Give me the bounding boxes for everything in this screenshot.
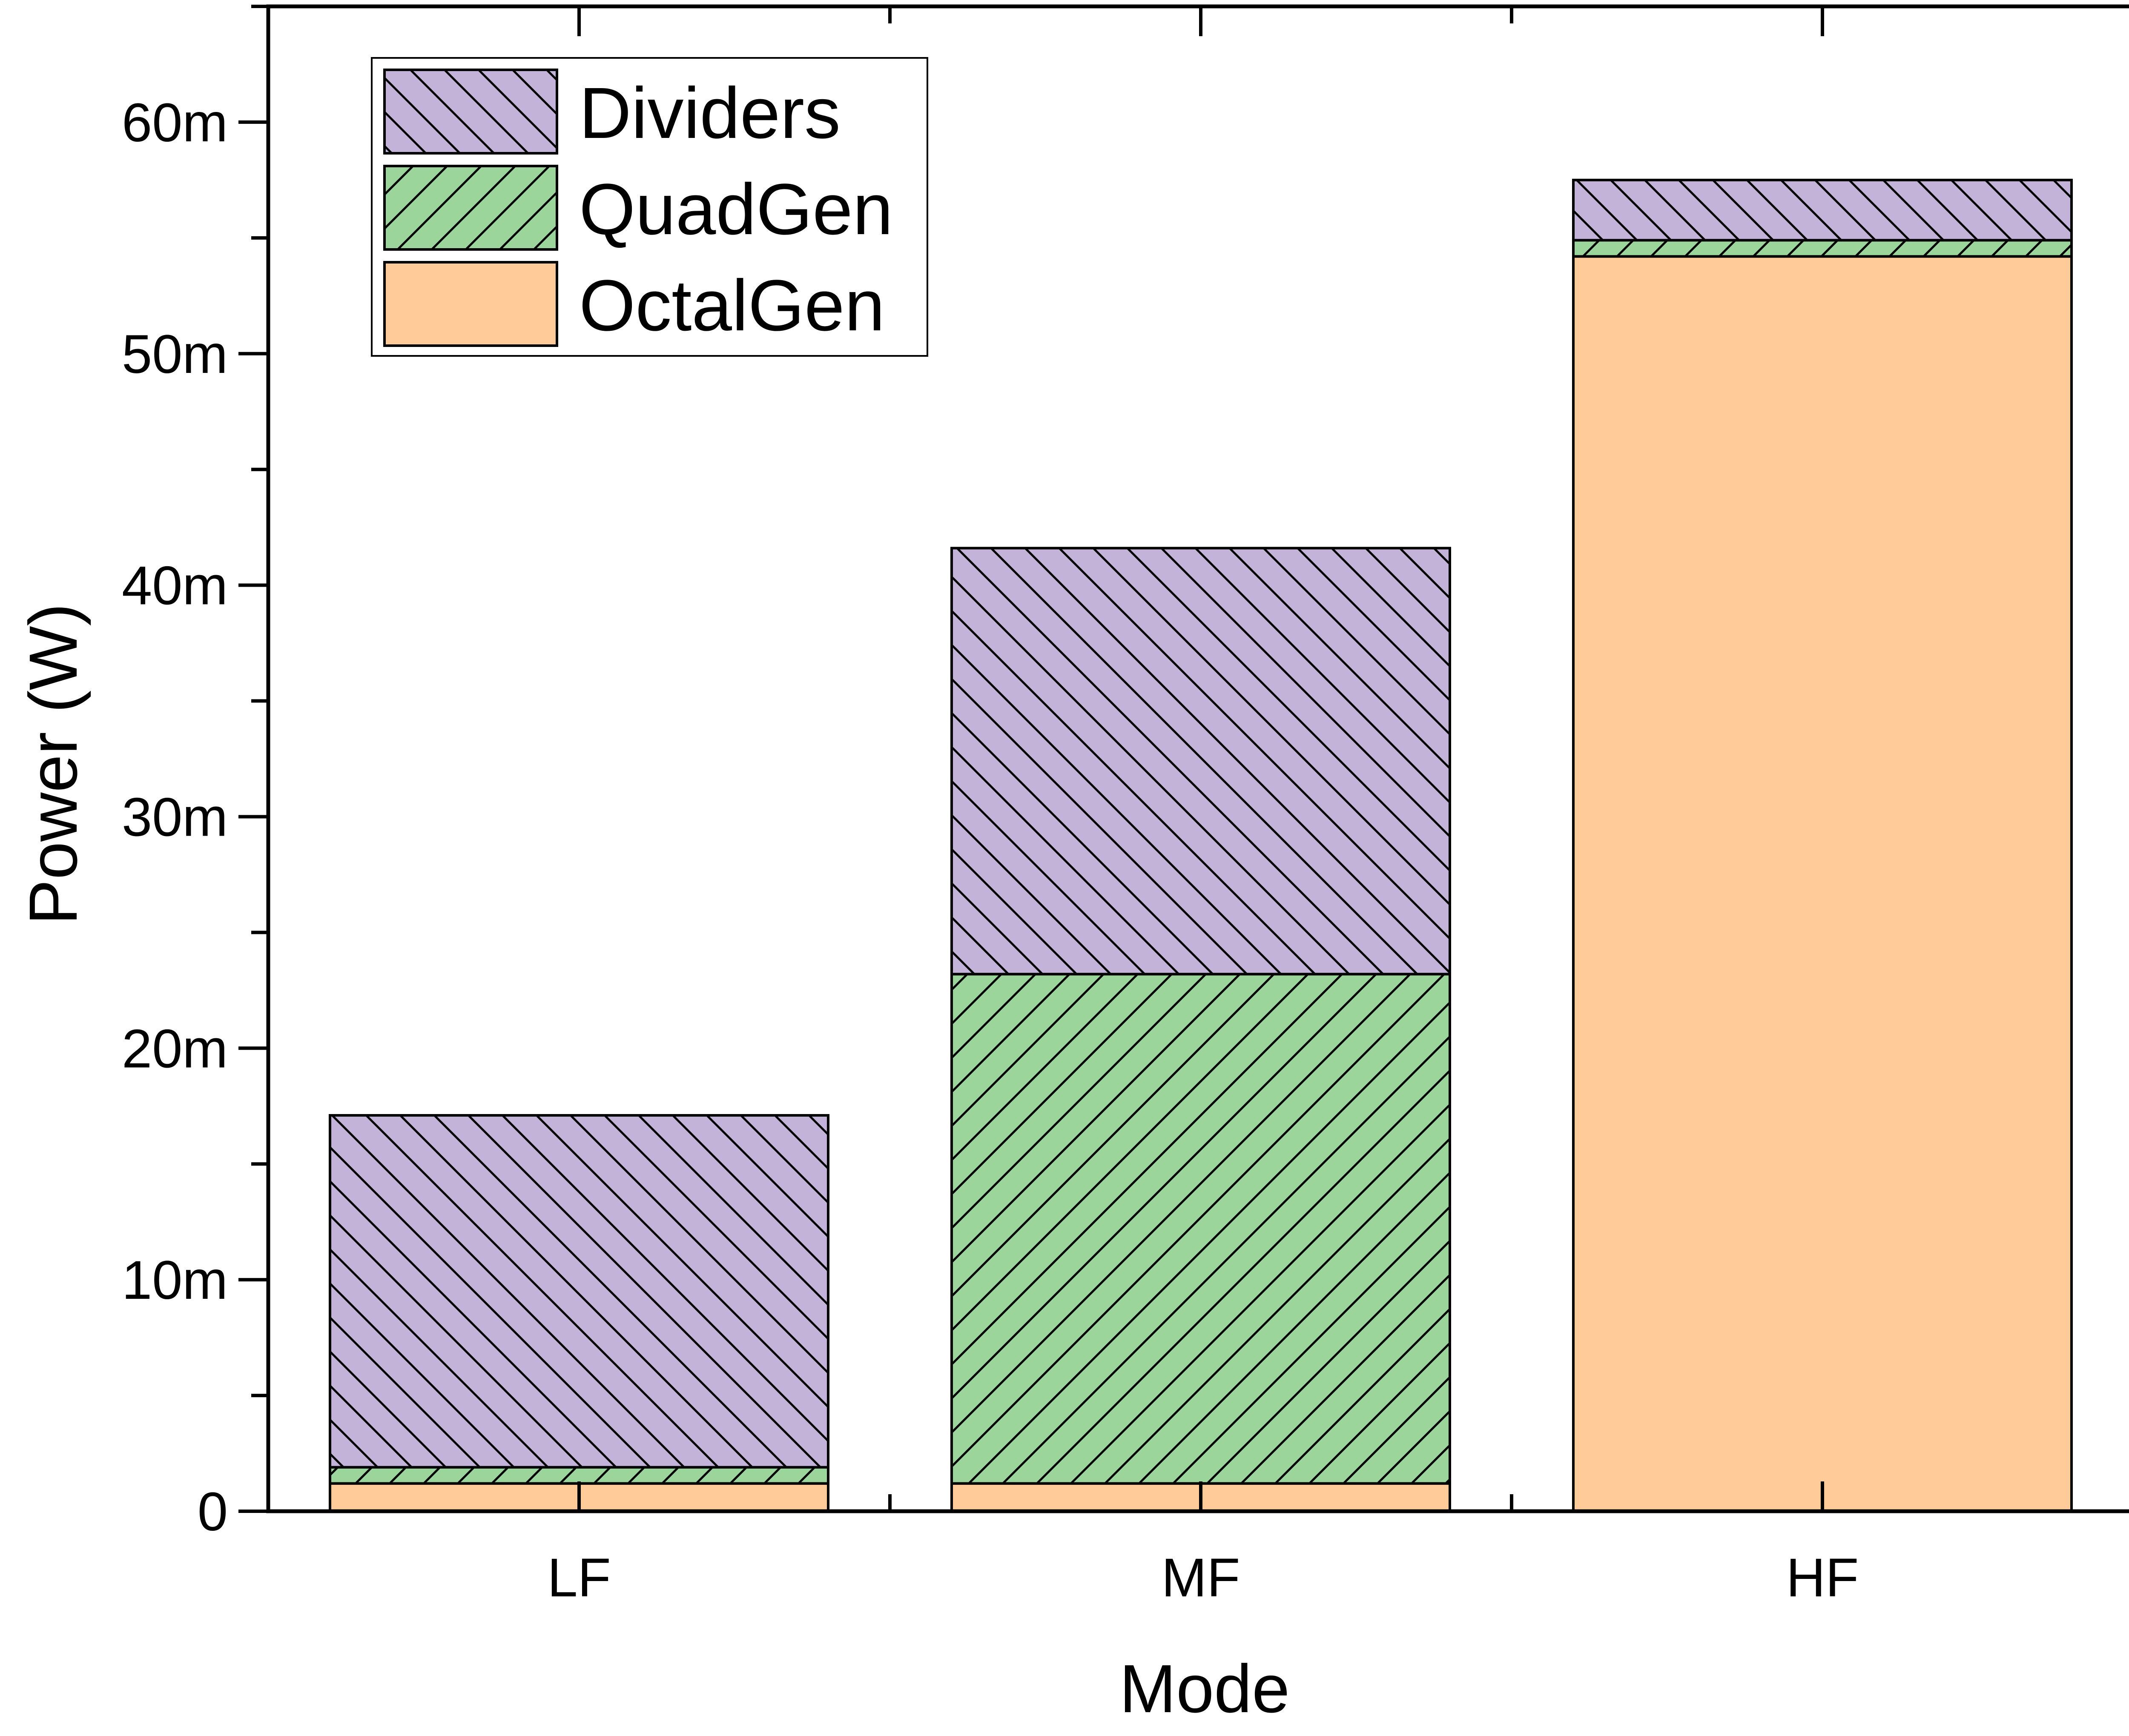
- x-tick-label: HF: [1786, 1547, 1859, 1608]
- y-tick-label: 40m: [122, 556, 228, 616]
- bar-hatch-mf-dividers: [952, 548, 1450, 974]
- legend-swatch-outline-octalgen: [383, 261, 558, 347]
- legend-swatch-hatch-dividers: [384, 70, 557, 153]
- legend-label-octalgen: OctalGen: [579, 265, 885, 346]
- y-tick-label: 20m: [122, 1018, 228, 1079]
- bar-outline-hf-dividers: [1572, 178, 2073, 242]
- bar-outline-lf-dividers: [329, 1114, 829, 1469]
- bar-hatch-mf-quadgen: [952, 974, 1450, 1484]
- legend-swatch-outline-quadgen: [383, 165, 558, 251]
- legend-swatch-hatch-quadgen: [384, 166, 557, 249]
- bar-hatch-hf-dividers: [1573, 180, 2072, 241]
- x-axis: LF MF HF: [547, 6, 1859, 1608]
- bar-hatch-lf-dividers: [330, 1115, 828, 1467]
- x-tick-label: MF: [1162, 1547, 1240, 1608]
- bar-outline-mf-dividers: [950, 547, 1451, 976]
- y-axis: 0 10m 20m 30m 40m 50m 60m: [122, 5, 268, 1542]
- x-tick-label: LF: [547, 1547, 611, 1608]
- legend: Dividers QuadGen OctalGen: [371, 57, 928, 357]
- y-tick-label: 10m: [122, 1250, 228, 1311]
- bar-hf-octalgen: [1573, 256, 2072, 1512]
- legend-swatch-octalgen: [384, 262, 557, 346]
- y-tick-label: 60m: [122, 92, 228, 153]
- y-tick-label: 30m: [122, 787, 228, 848]
- y-axis-title: Power (W): [15, 603, 91, 925]
- bars: [329, 178, 2073, 1513]
- bar-hatch-lf-quadgen: [330, 1467, 828, 1484]
- x-axis-title: Mode: [1119, 1650, 1290, 1727]
- legend-swatch-outline-dividers: [383, 69, 558, 155]
- y-tick-label: 0: [198, 1481, 228, 1542]
- bar-hatch-hf-quadgen: [1573, 240, 2072, 257]
- legend-label-dividers: Dividers: [579, 73, 841, 154]
- legend-label-quadgen: QuadGen: [579, 169, 893, 250]
- y-tick-label: 50m: [122, 324, 228, 385]
